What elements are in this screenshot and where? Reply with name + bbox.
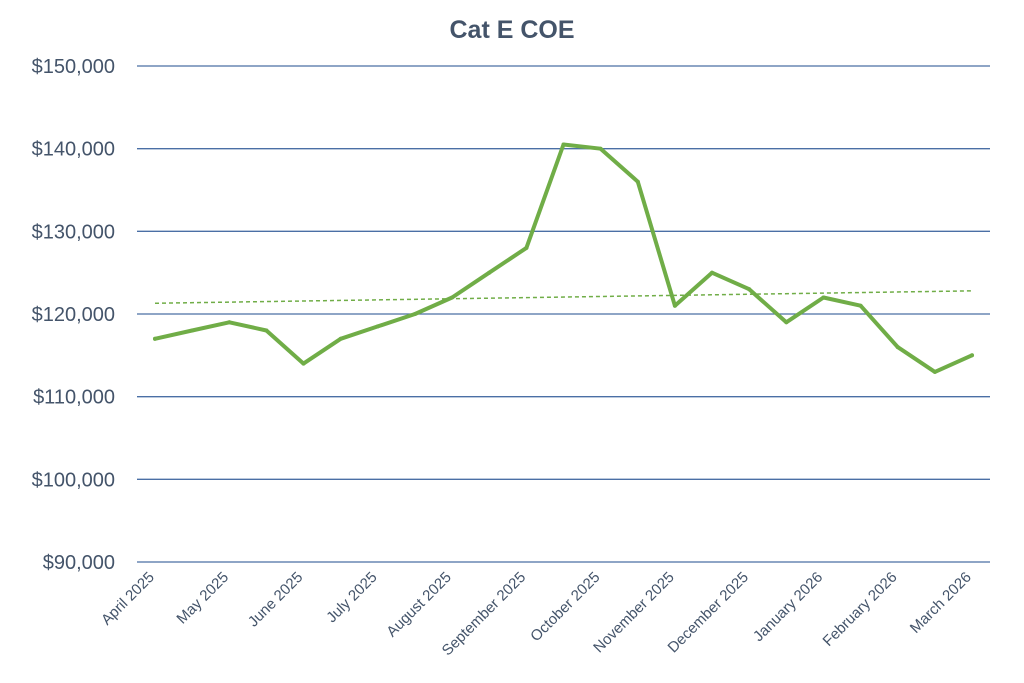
series-layer (153, 142, 974, 374)
y-tick-label: $100,000 (32, 469, 115, 491)
data-point (413, 312, 417, 316)
trendline-layer (154, 290, 973, 305)
data-point (895, 345, 900, 350)
data-point (338, 336, 343, 341)
x-tick-label: July 2025 (323, 569, 380, 626)
data-point (487, 270, 492, 275)
data-point (561, 142, 566, 147)
data-point (153, 336, 157, 341)
data-point (635, 179, 640, 184)
x-tick-label: August 2025 (383, 569, 455, 641)
data-point (524, 245, 529, 250)
data-point (375, 324, 380, 329)
y-axis-ticks: $90,000 $100,000 $110,000 $120,000 $130,000 $… (32, 56, 115, 574)
y-tick-label: $90,000 (43, 552, 115, 574)
data-point (301, 361, 306, 366)
data-point (932, 369, 937, 374)
y-tick-label: $140,000 (32, 139, 115, 161)
x-tick-label: February 2026 (820, 569, 901, 650)
data-point (784, 320, 789, 325)
chart-title: Cat E COE (449, 16, 574, 44)
data-point (227, 320, 232, 325)
x-axis-ticks: April 2025 May 2025 June 2025 July 2025 Augu… (98, 569, 975, 659)
data-point (710, 270, 714, 275)
data-point (264, 328, 269, 333)
x-tick-label: April 2025 (98, 569, 158, 629)
y-tick-label: $120,000 (32, 304, 115, 326)
data-point (598, 146, 603, 151)
data-point (190, 328, 195, 333)
data-point (858, 303, 863, 308)
data-point (970, 353, 974, 358)
data-point (747, 287, 752, 292)
x-tick-label: May 2025 (173, 569, 232, 628)
y-tick-label: $110,000 (33, 387, 115, 409)
data-point (672, 303, 677, 308)
gridlines (137, 65, 990, 563)
x-tick-label: December 2025 (665, 569, 752, 656)
series-line (153, 142, 974, 374)
trendline (154, 290, 973, 305)
x-tick-label: January 2026 (750, 569, 826, 645)
x-tick-label: March 2026 (907, 569, 975, 637)
data-point (821, 295, 826, 300)
y-tick-label: $150,000 (32, 56, 115, 78)
x-tick-label: October 2025 (527, 569, 603, 645)
x-tick-label: June 2025 (245, 569, 307, 631)
y-tick-label: $130,000 (32, 221, 115, 243)
data-point (450, 295, 455, 300)
